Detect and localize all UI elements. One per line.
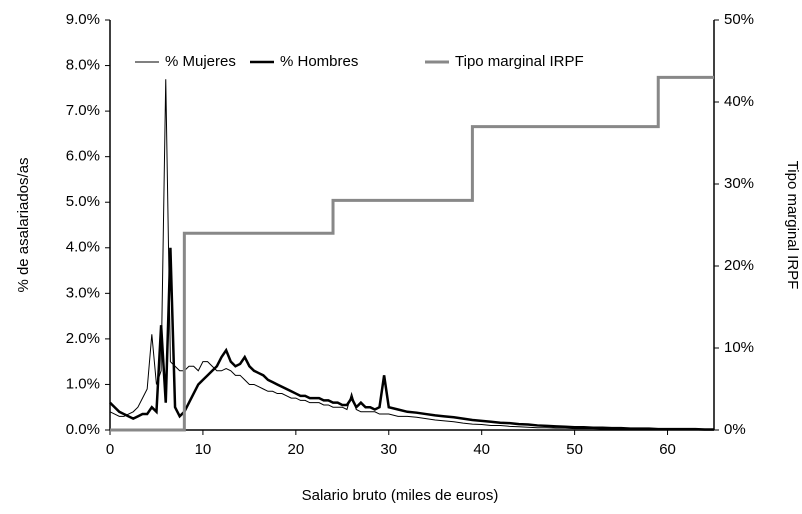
y2-axis-title: Tipo marginal IRPF	[784, 161, 801, 290]
y2-tick-label: 20%	[724, 257, 754, 274]
x-tick-label: 60	[659, 441, 676, 458]
legend-label: % Mujeres	[165, 53, 236, 70]
series-line	[109, 79, 714, 431]
y-tick-label: 6.0%	[66, 148, 100, 165]
legend-label: Tipo marginal IRPF	[455, 53, 584, 70]
y-tick-label: 7.0%	[66, 102, 100, 119]
y-tick-label: 5.0%	[66, 193, 100, 210]
x-tick-label: 10	[195, 441, 212, 458]
y2-tick-label: 50%	[724, 11, 754, 28]
y-tick-label: 4.0%	[66, 239, 100, 256]
x-tick-label: 0	[106, 441, 114, 458]
y2-tick-label: 30%	[724, 175, 754, 192]
x-tick-label: 20	[288, 441, 305, 458]
y-tick-label: 9.0%	[66, 11, 100, 28]
x-tick-label: 40	[473, 441, 490, 458]
series-line	[109, 247, 714, 431]
y-tick-label: 0.0%	[66, 421, 100, 438]
series-line	[110, 75, 714, 432]
y-axis-title: % de asalariados/as	[15, 157, 32, 292]
y-tick-label: 2.0%	[66, 330, 100, 347]
x-axis-title: Salario bruto (miles de euros)	[302, 487, 499, 504]
legend-label: % Hombres	[280, 53, 358, 70]
y2-tick-label: 10%	[724, 339, 754, 356]
y2-tick-label: 40%	[724, 93, 754, 110]
y2-tick-label: 0%	[724, 421, 746, 438]
y-tick-label: 8.0%	[66, 57, 100, 74]
x-tick-label: 30	[380, 441, 397, 458]
y-tick-label: 3.0%	[66, 284, 100, 301]
x-tick-label: 50	[566, 441, 583, 458]
y-tick-label: 1.0%	[66, 375, 100, 392]
